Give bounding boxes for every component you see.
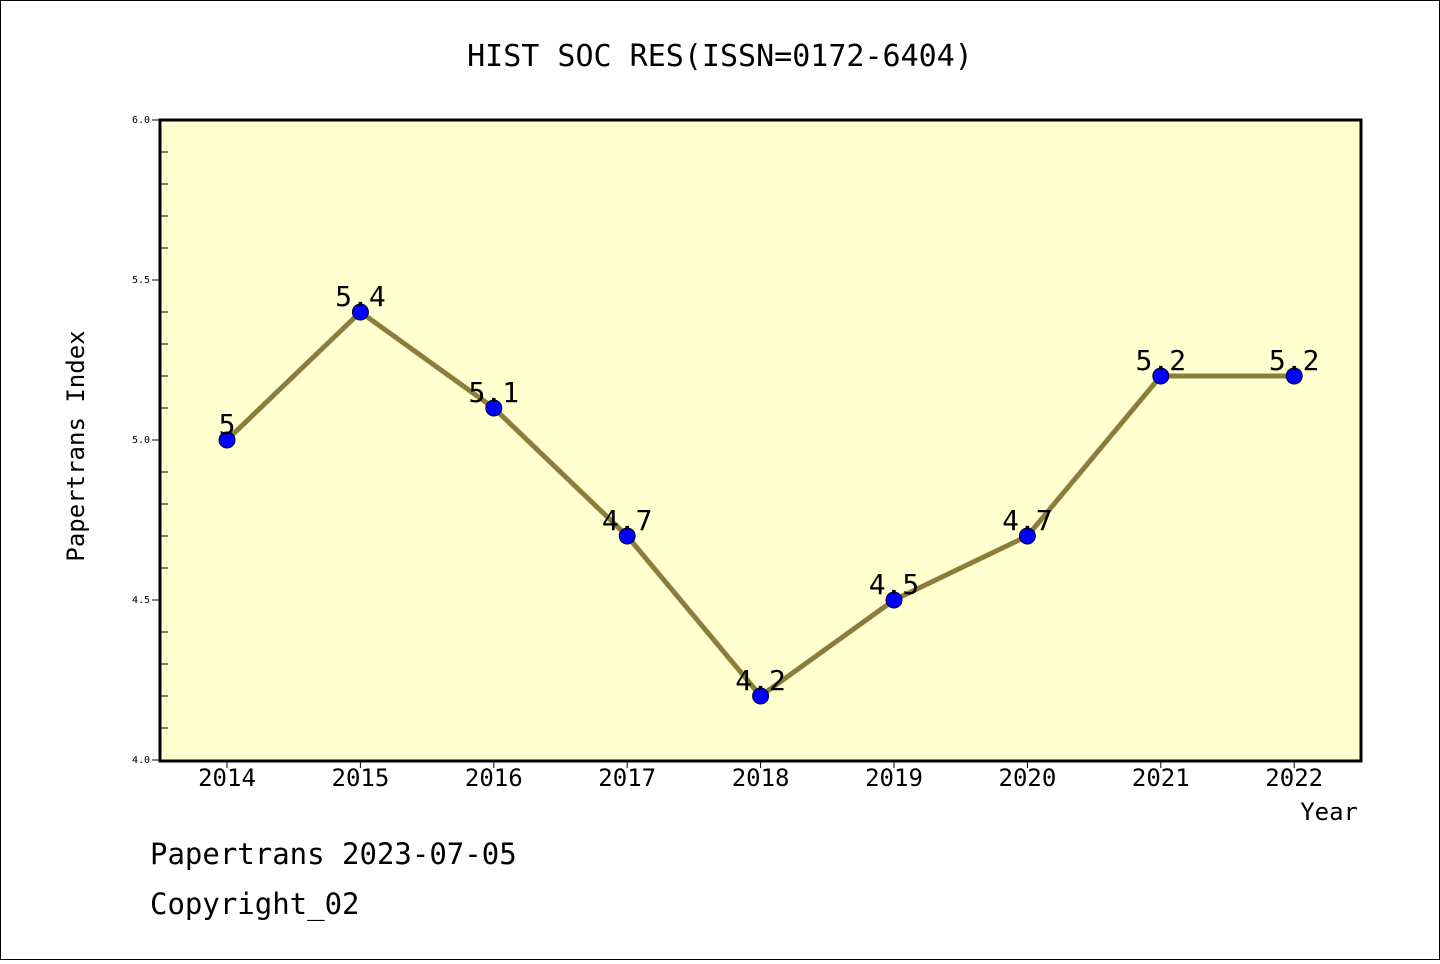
x-tick-label: 2022 — [1265, 764, 1323, 792]
chart-title: HIST SOC RES(ISSN=0172-6404) — [467, 39, 973, 74]
y-tick-label: 6.0 — [132, 115, 150, 126]
x-tick-label: 2021 — [1132, 764, 1190, 792]
data-point — [485, 399, 503, 417]
data-label: 5.4 — [335, 280, 386, 313]
x-tick-label: 2015 — [332, 764, 390, 792]
y-tick-label: 5.0 — [132, 435, 150, 446]
plot-area — [158, 118, 1363, 763]
data-point — [1018, 527, 1036, 545]
data-label: 4.5 — [869, 568, 920, 601]
data-point — [218, 431, 236, 449]
y-tick-label: 4.0 — [132, 755, 150, 766]
footer-copyright-line: Copyright_02 — [150, 887, 360, 922]
data-point — [885, 591, 903, 609]
x-tick-label: 2016 — [465, 764, 523, 792]
data-point — [1285, 367, 1303, 385]
y-tick-label: 4.5 — [132, 595, 150, 606]
x-tick-label: 2017 — [598, 764, 656, 792]
x-tick-label: 2018 — [732, 764, 790, 792]
x-tick-label: 2020 — [999, 764, 1057, 792]
x-axis-ticks: 2014 2015 2016 2017 2018 2019 2020 2021 2022 — [198, 760, 1323, 792]
x-tick-label: 2014 — [198, 764, 256, 792]
data-label: 5.2 — [1136, 344, 1187, 377]
y-tick-label: 5.5 — [132, 275, 150, 286]
data-point — [752, 687, 770, 705]
x-axis-label: Year — [1300, 798, 1358, 826]
data-labels-layer: 5 5.4 5.1 4.7 4.2 4.5 4.7 5.2 5.2 — [219, 280, 1320, 697]
data-point — [618, 527, 636, 545]
x-tick-label: 2019 — [865, 764, 923, 792]
data-label: 4.2 — [735, 664, 786, 697]
data-label: 4.7 — [602, 504, 653, 537]
series-layer — [218, 303, 1303, 705]
data-label: 5 — [219, 408, 236, 441]
data-point — [1152, 367, 1170, 385]
data-label: 4.7 — [1002, 504, 1053, 537]
data-label: 5.2 — [1269, 344, 1320, 377]
footer-date-line: Papertrans 2023-07-05 — [150, 837, 517, 871]
data-label: 5.1 — [469, 376, 520, 409]
y-axis-label: Papertrans Index — [62, 330, 90, 561]
y-axis-ticks: 4.0 4.5 5.0 5.5 6.0 — [132, 115, 168, 766]
data-point — [351, 303, 369, 321]
